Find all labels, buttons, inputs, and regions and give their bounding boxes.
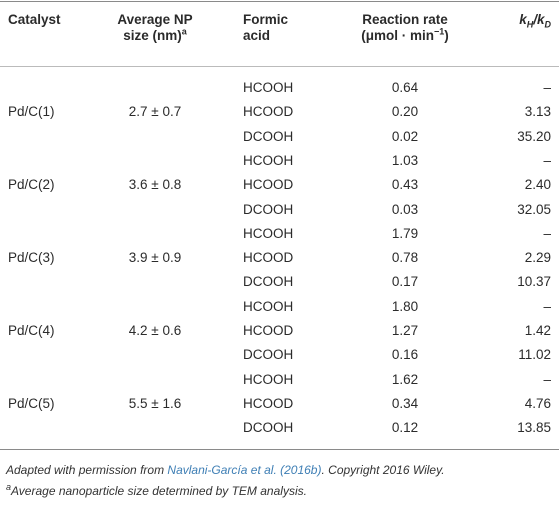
footnote: Adapted with permission from Navlani-Gar… (6, 463, 445, 477)
rate-cell: 1.27 (391, 323, 419, 338)
rate-cell: 1.62 (391, 371, 419, 387)
acid-cell: DCOOH (243, 274, 294, 290)
header-cell: Catalyst (8, 12, 61, 27)
header-sup: −1 (434, 26, 445, 37)
footnote-text: Average nanoparticle size determined by … (11, 484, 307, 498)
ratio-cell: 11.02 (518, 347, 551, 363)
ratio-cell: – (543, 152, 551, 168)
size-cell: 4.2 ± 0.6 (128, 323, 182, 338)
header-cell: Formic acid (243, 12, 288, 44)
acid-cell: HCOOH (243, 298, 294, 314)
header-rule (0, 66, 559, 67)
rate-cell: 0.64 (391, 80, 419, 95)
rate-cell: 1.80 (391, 298, 419, 314)
header-text: size (nm) (123, 28, 182, 43)
footnote: aAverage nanoparticle size determined by… (6, 482, 307, 499)
ratio-cell: 35.20 (517, 128, 551, 144)
bottom-rule (0, 449, 559, 450)
catalyst-cell: Pd/C(2) (8, 177, 55, 193)
footnote-text: . Copyright 2016 Wiley. (321, 463, 445, 477)
top-rule (0, 1, 559, 2)
ratio-cell: – (543, 298, 551, 314)
rate-cell: 0.20 (391, 104, 419, 120)
ratio-cell: 4.76 (524, 395, 551, 411)
header-text: Reaction rate (362, 12, 448, 27)
acid-cell: HCOOD (243, 177, 294, 193)
header-text: acid (243, 28, 271, 43)
ratio-cell: 1.42 (524, 323, 551, 338)
rate-cell: 0.03 (391, 201, 419, 217)
acid-cell: HCOOH (243, 152, 294, 168)
ratio-cell: – (543, 225, 551, 241)
size-cell: 2.7 ± 0.7 (128, 104, 182, 120)
ratio-cell: 2.40 (524, 177, 551, 193)
rate-cell: 0.43 (391, 177, 419, 193)
header-cell: Reaction rate (μmol · min−1) (340, 12, 470, 44)
size-cell: 3.6 ± 0.8 (128, 177, 182, 193)
header-text: k (519, 12, 527, 27)
ratio-cell: 10.37 (517, 274, 551, 290)
header-sub: H (526, 19, 534, 30)
ratio-cell: – (543, 80, 551, 95)
acid-cell: DCOOH (243, 347, 294, 363)
footnote-marker: a (181, 26, 187, 37)
rate-cell: 0.02 (391, 128, 419, 144)
catalyst-cell: Pd/C(3) (8, 250, 55, 266)
header-text: ) (444, 28, 449, 43)
header-text: Average NP (117, 12, 193, 27)
header-text: Formic (243, 12, 289, 27)
header-text: (μmol · min (361, 28, 434, 43)
acid-cell: HCOOH (243, 371, 294, 387)
ratio-cell: 13.85 (517, 420, 551, 436)
rate-cell: 0.78 (391, 250, 419, 266)
header-sub: D (544, 19, 552, 30)
rate-cell: 1.03 (391, 152, 419, 168)
ratio-cell: 32.05 (517, 201, 551, 217)
rate-cell: 0.17 (391, 274, 419, 290)
header-cell: Average NP size (nm)a (105, 12, 205, 44)
rate-cell: 0.16 (391, 347, 419, 363)
acid-cell: DCOOH (243, 201, 294, 217)
acid-cell: HCOOD (243, 395, 294, 411)
size-cell: 3.9 ± 0.9 (128, 250, 182, 266)
citation-link[interactable]: Navlani-García et al. (2016b) (167, 463, 322, 477)
acid-cell: HCOOD (243, 104, 294, 120)
acid-cell: HCOOH (243, 225, 294, 241)
ratio-cell: 3.13 (524, 104, 551, 120)
rate-cell: 0.12 (391, 420, 419, 436)
ratio-cell: – (543, 371, 551, 387)
header-text: /k (533, 12, 545, 27)
footnote-marker: a (6, 482, 12, 492)
catalyst-cell: Pd/C(4) (8, 323, 55, 338)
rate-cell: 0.34 (391, 395, 419, 411)
footnote-text: Adapted with permission from (6, 463, 168, 477)
acid-cell: HCOOD (243, 250, 294, 266)
acid-cell: DCOOH (243, 420, 294, 436)
ratio-cell: 2.29 (524, 250, 551, 266)
acid-cell: HCOOH (243, 80, 294, 95)
acid-cell: HCOOD (243, 323, 294, 338)
catalyst-cell: Pd/C(5) (8, 395, 55, 411)
catalyst-cell: Pd/C(1) (8, 104, 55, 120)
header-cell: kH/kD (519, 12, 552, 30)
rate-cell: 1.79 (391, 225, 419, 241)
acid-cell: DCOOH (243, 128, 294, 144)
size-cell: 5.5 ± 1.6 (128, 395, 182, 411)
